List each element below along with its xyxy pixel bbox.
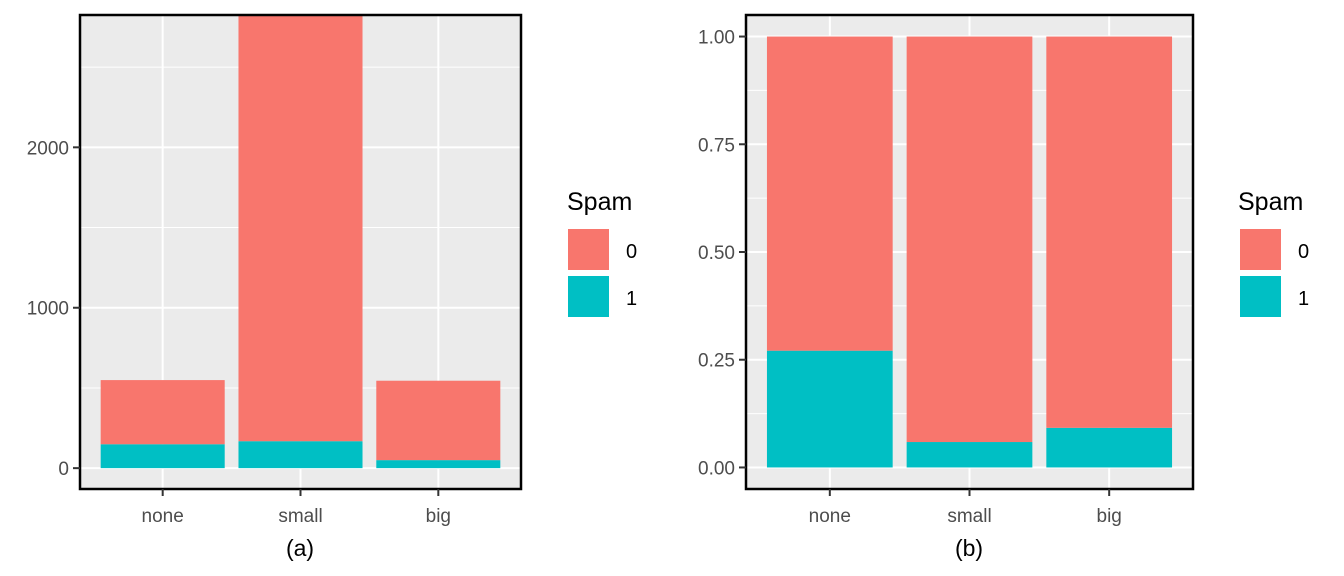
- chart-a-legend-key-1: [568, 276, 609, 317]
- chart-a-bar-small-spam-1: [238, 441, 363, 469]
- chart-a-bar-small-spam-0: [238, 14, 363, 442]
- chart-a-x-tick-label-none: none: [142, 506, 184, 527]
- chart-b-legend-label-0: 0: [1298, 241, 1309, 263]
- chart-a-bars: [100, 14, 501, 469]
- chart-a-x-axis: none small big: [142, 489, 451, 527]
- chart-a-legend: Spam 0 1: [567, 188, 637, 317]
- chart-a-bar-none-spam-1: [100, 444, 225, 469]
- chart-b-y-tick-label: 0.75: [698, 135, 735, 156]
- chart-a-bar-big-spam-1: [376, 460, 501, 469]
- chart-b-bar-big-spam-0: [1046, 36, 1173, 428]
- chart-a-bar-none-spam-0: [100, 380, 225, 445]
- chart-a-y-tick-label: 0: [58, 459, 69, 480]
- chart-b-x-tick-label-none: none: [809, 506, 851, 527]
- chart-b-y-tick-label: 0.25: [698, 351, 735, 372]
- chart-b-y-axis: 0.00 0.25 0.50 0.75 1.00: [698, 28, 746, 479]
- chart-b-x-tick-label-big: big: [1097, 506, 1122, 527]
- chart-a-y-tick-label: 1000: [27, 299, 69, 320]
- chart-b: 0.00 0.25 0.50 0.75 1.00 none small big (b) Sp…: [698, 13, 1309, 561]
- chart-a-legend-key-0: [568, 229, 609, 270]
- chart-b-bar-big-spam-1: [1046, 427, 1173, 468]
- chart-a-x-tick-label-small: small: [278, 506, 322, 527]
- chart-b-bars: [766, 36, 1173, 468]
- chart-a-bar-big-spam-0: [376, 380, 501, 461]
- chart-a-y-axis: 0 1000 2000: [27, 138, 80, 480]
- chart-b-bar-small-spam-0: [906, 36, 1033, 443]
- chart-b-legend-label-1: 1: [1298, 288, 1309, 310]
- chart-a-legend-title: Spam: [567, 188, 632, 216]
- chart-a: 0 1000 2000 none small big (a) Spam 0 1: [27, 13, 637, 561]
- chart-b-legend: Spam 0 1: [1238, 188, 1309, 317]
- chart-b-legend-key-1: [1240, 276, 1281, 317]
- chart-a-legend-label-1: 1: [626, 288, 637, 310]
- chart-b-legend-key-0: [1240, 229, 1281, 270]
- chart-a-legend-label-0: 0: [626, 241, 637, 263]
- chart-b-bar-none-spam-1: [766, 350, 893, 468]
- chart-b-x-axis: none small big: [809, 489, 1122, 527]
- chart-a-x-tick-label-big: big: [426, 506, 451, 527]
- chart-a-y-tick-label: 2000: [27, 138, 69, 159]
- chart-b-x-tick-label-small: small: [947, 506, 991, 527]
- chart-a-caption: (a): [286, 535, 314, 561]
- chart-b-bar-small-spam-1: [906, 442, 1033, 468]
- chart-b-bar-none-spam-0: [766, 36, 893, 351]
- chart-b-legend-title: Spam: [1238, 188, 1303, 216]
- chart-b-y-tick-label: 1.00: [698, 28, 735, 49]
- chart-b-y-tick-label: 0.50: [698, 243, 735, 264]
- chart-b-y-tick-label: 0.00: [698, 458, 735, 479]
- chart-b-caption: (b): [955, 535, 983, 561]
